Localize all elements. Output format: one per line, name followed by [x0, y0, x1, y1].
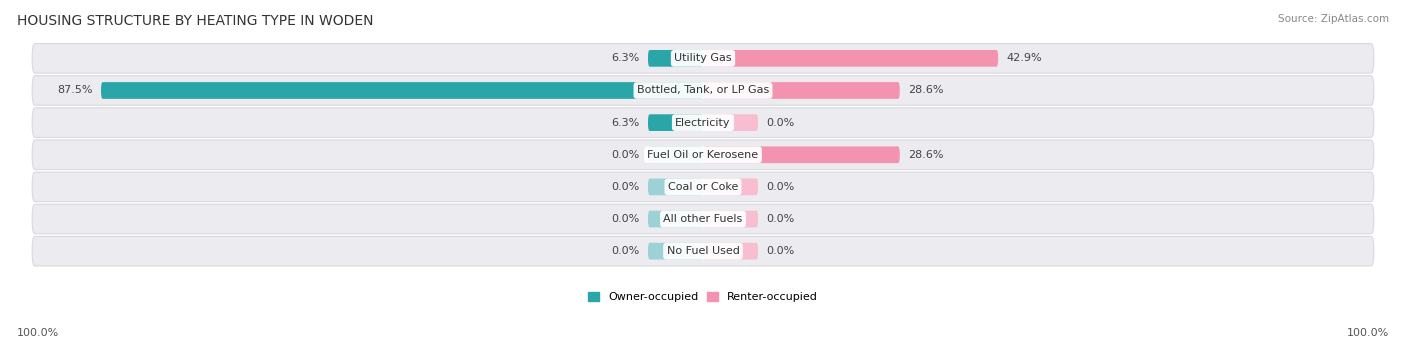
- Text: 100.0%: 100.0%: [17, 328, 59, 338]
- FancyBboxPatch shape: [703, 243, 758, 260]
- Text: 28.6%: 28.6%: [908, 150, 943, 160]
- FancyBboxPatch shape: [703, 146, 900, 163]
- Text: 0.0%: 0.0%: [766, 214, 794, 224]
- FancyBboxPatch shape: [32, 236, 1374, 266]
- FancyBboxPatch shape: [648, 179, 703, 195]
- FancyBboxPatch shape: [648, 243, 703, 260]
- Text: 0.0%: 0.0%: [612, 150, 640, 160]
- FancyBboxPatch shape: [32, 172, 1374, 202]
- Text: Electricity: Electricity: [675, 118, 731, 128]
- FancyBboxPatch shape: [101, 82, 703, 99]
- Legend: Owner-occupied, Renter-occupied: Owner-occupied, Renter-occupied: [588, 292, 818, 302]
- Text: No Fuel Used: No Fuel Used: [666, 246, 740, 256]
- Text: All other Fuels: All other Fuels: [664, 214, 742, 224]
- FancyBboxPatch shape: [703, 211, 758, 227]
- FancyBboxPatch shape: [703, 82, 900, 99]
- Text: 0.0%: 0.0%: [612, 214, 640, 224]
- Text: 0.0%: 0.0%: [766, 118, 794, 128]
- Text: HOUSING STRUCTURE BY HEATING TYPE IN WODEN: HOUSING STRUCTURE BY HEATING TYPE IN WOD…: [17, 14, 374, 28]
- Text: Source: ZipAtlas.com: Source: ZipAtlas.com: [1278, 14, 1389, 24]
- Text: 0.0%: 0.0%: [766, 246, 794, 256]
- Text: 0.0%: 0.0%: [766, 182, 794, 192]
- Text: 6.3%: 6.3%: [612, 53, 640, 63]
- FancyBboxPatch shape: [32, 140, 1374, 169]
- FancyBboxPatch shape: [648, 50, 703, 67]
- FancyBboxPatch shape: [32, 44, 1374, 73]
- FancyBboxPatch shape: [32, 204, 1374, 234]
- FancyBboxPatch shape: [32, 108, 1374, 137]
- Text: 42.9%: 42.9%: [1007, 53, 1042, 63]
- Text: Fuel Oil or Kerosene: Fuel Oil or Kerosene: [647, 150, 759, 160]
- FancyBboxPatch shape: [703, 114, 758, 131]
- Text: Bottled, Tank, or LP Gas: Bottled, Tank, or LP Gas: [637, 86, 769, 95]
- FancyBboxPatch shape: [648, 114, 703, 131]
- FancyBboxPatch shape: [703, 179, 758, 195]
- Text: Coal or Coke: Coal or Coke: [668, 182, 738, 192]
- Text: 100.0%: 100.0%: [1347, 328, 1389, 338]
- Text: 87.5%: 87.5%: [58, 86, 93, 95]
- FancyBboxPatch shape: [703, 50, 998, 67]
- Text: Utility Gas: Utility Gas: [675, 53, 731, 63]
- Text: 28.6%: 28.6%: [908, 86, 943, 95]
- Text: 6.3%: 6.3%: [612, 118, 640, 128]
- FancyBboxPatch shape: [648, 146, 703, 163]
- Text: 0.0%: 0.0%: [612, 182, 640, 192]
- Text: 0.0%: 0.0%: [612, 246, 640, 256]
- FancyBboxPatch shape: [648, 211, 703, 227]
- FancyBboxPatch shape: [32, 76, 1374, 105]
